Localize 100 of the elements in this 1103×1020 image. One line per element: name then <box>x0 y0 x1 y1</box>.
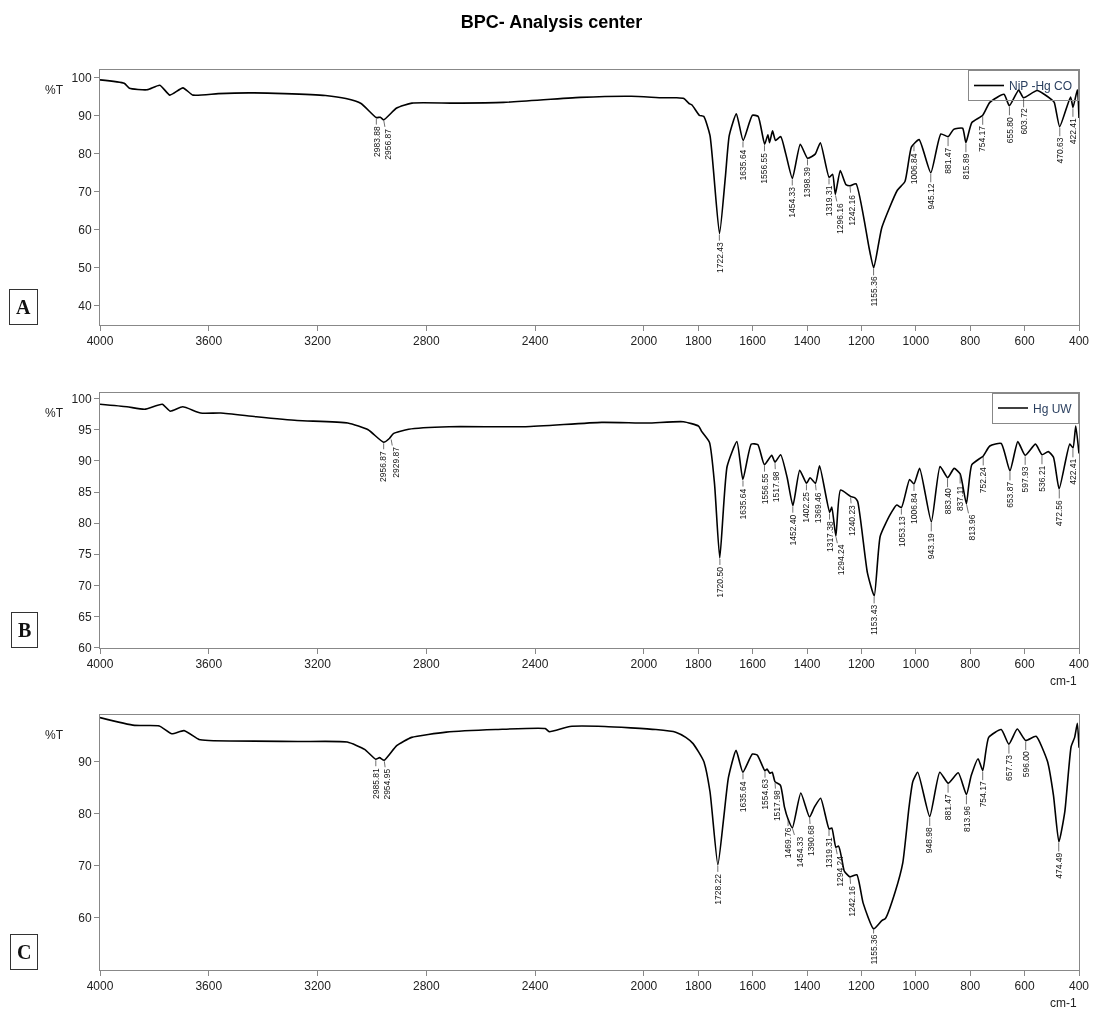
x-tick-label: 600 <box>1014 656 1035 671</box>
annotation: 945.12 <box>926 183 936 210</box>
line-series <box>100 403 1079 597</box>
annotation: 1053.13 <box>896 515 907 547</box>
x-tick-label: 3200 <box>304 979 332 994</box>
y-tick-label: 100 <box>71 70 92 85</box>
annotation: 1294.24 <box>835 544 846 576</box>
annotation: 1155.36 <box>868 934 879 965</box>
x-tick-label: 3600 <box>195 979 223 994</box>
y-tick-label: 50 <box>78 261 92 276</box>
annotation: 596.00 <box>1021 750 1032 778</box>
annotation: 653.87 <box>1005 481 1016 508</box>
annotation: 813.96 <box>961 805 972 833</box>
text: C <box>17 941 32 963</box>
y-tick-label: 70 <box>78 184 92 199</box>
annotation: 1006.84 <box>908 153 919 185</box>
x-tick-label: 2000 <box>630 334 658 349</box>
annotation: 1454.33 <box>794 836 805 868</box>
annotation: 2954.95 <box>382 768 393 800</box>
y-tick-label: 90 <box>78 755 92 770</box>
x-tick-label: 800 <box>960 656 981 671</box>
x-tick-label: 3600 <box>195 656 223 671</box>
annotation: 754.17 <box>978 781 989 808</box>
y-axis-title: %T <box>45 83 64 97</box>
chart-title: BPC- Analysis center <box>460 11 643 32</box>
legend-label: NiP -Hg CO <box>1009 79 1073 94</box>
annotation: 1240.23 <box>847 504 858 536</box>
annotation: 1294.24 <box>835 855 846 887</box>
y-tick-label: 75 <box>78 547 92 562</box>
annotation: 1153.43 <box>869 604 880 635</box>
x-tick-label: 2400 <box>521 334 549 349</box>
annotation: 1319.31 <box>823 185 834 217</box>
y-tick-label: 95 <box>78 423 92 438</box>
annotation: 655.80 <box>1004 116 1015 144</box>
x-tick-label: 4000 <box>86 979 114 994</box>
x-tick-label: 1200 <box>848 656 876 671</box>
x-tick-label: 1400 <box>793 656 821 671</box>
annotation: 597.93 <box>1019 466 1030 493</box>
annotation: 1556.55 <box>759 473 770 505</box>
annotation: 1242.16 <box>847 885 858 917</box>
x-tick-label: 1000 <box>902 979 930 994</box>
annotation: 1517.98 <box>770 471 781 503</box>
y-tick-label: 70 <box>78 859 92 874</box>
x-tick-label: 2800 <box>412 656 440 671</box>
annotation: 1720.50 <box>714 566 725 598</box>
x-tick-label: 2000 <box>630 979 658 994</box>
line-series <box>100 716 1079 930</box>
y-tick-label: 70 <box>78 578 92 593</box>
x-tick-label: 1000 <box>902 656 930 671</box>
y-axis-title: %T <box>45 406 64 420</box>
annotation: 470.63 <box>1055 137 1066 164</box>
y-tick-label: 90 <box>78 454 92 469</box>
annotation: 943.19 <box>926 532 937 560</box>
annotation: 752.24 <box>978 466 989 494</box>
y-axis-title: %T <box>45 728 64 742</box>
text: A <box>16 296 31 318</box>
annotation: 603.72 <box>1018 108 1029 135</box>
annotation: 1398.39 <box>802 166 813 198</box>
x-tick-label: 1600 <box>739 334 767 349</box>
annotation: 1556.55 <box>759 152 770 184</box>
y-tick-label: 60 <box>78 911 92 926</box>
annotation: 1554.63 <box>760 778 771 810</box>
x-tick-label: 1200 <box>848 979 876 994</box>
y-tick-label: 60 <box>78 640 92 655</box>
x-tick-label: 2400 <box>521 979 549 994</box>
y-tick-label: 40 <box>78 299 92 314</box>
y-tick-label: 80 <box>78 146 92 161</box>
x-tick-label: 1600 <box>739 979 767 994</box>
annotation: 883.40 <box>942 487 953 515</box>
annotation: 1452.40 <box>788 514 799 546</box>
x-axis-title: cm-1 <box>1050 674 1077 688</box>
x-tick-label: 1800 <box>684 334 712 349</box>
annotation: 1635.64 <box>737 149 748 181</box>
annotation: 1155.36 <box>868 276 879 307</box>
annotation: 2985.81 <box>370 768 381 800</box>
annotation: 536.21 <box>1037 465 1048 492</box>
text: B <box>18 619 32 641</box>
annotation: 474.49 <box>1053 852 1064 879</box>
annotation: 1722.43 <box>714 242 725 274</box>
annotation: 813.96 <box>966 514 977 541</box>
annotation: 1728.22 <box>712 873 723 905</box>
x-tick-label: 800 <box>960 979 981 994</box>
x-tick-label: 1800 <box>684 979 712 994</box>
annotation: 1006.84 <box>909 492 920 524</box>
annotation: 2956.87 <box>378 450 389 482</box>
x-tick-label: 400 <box>1068 334 1090 349</box>
annotation: 1319.31 <box>824 836 835 868</box>
x-tick-label: 1800 <box>684 656 712 671</box>
annotation: 815.89 <box>961 153 972 180</box>
annotation: 2929.87 <box>390 446 401 478</box>
annotation: 1402.25 <box>801 491 812 523</box>
x-tick-label: 400 <box>1068 656 1090 671</box>
x-tick-label: 1400 <box>793 334 821 349</box>
annotation: 657.73 <box>1003 754 1014 782</box>
annotation: 1242.16 <box>847 194 858 226</box>
annotation: 948.98 <box>924 826 935 854</box>
x-tick-label: 1400 <box>793 979 821 994</box>
annotation: 1469.76 <box>783 827 793 859</box>
annotation: 1296.16 <box>835 202 846 234</box>
x-tick-label: 1000 <box>902 334 930 349</box>
